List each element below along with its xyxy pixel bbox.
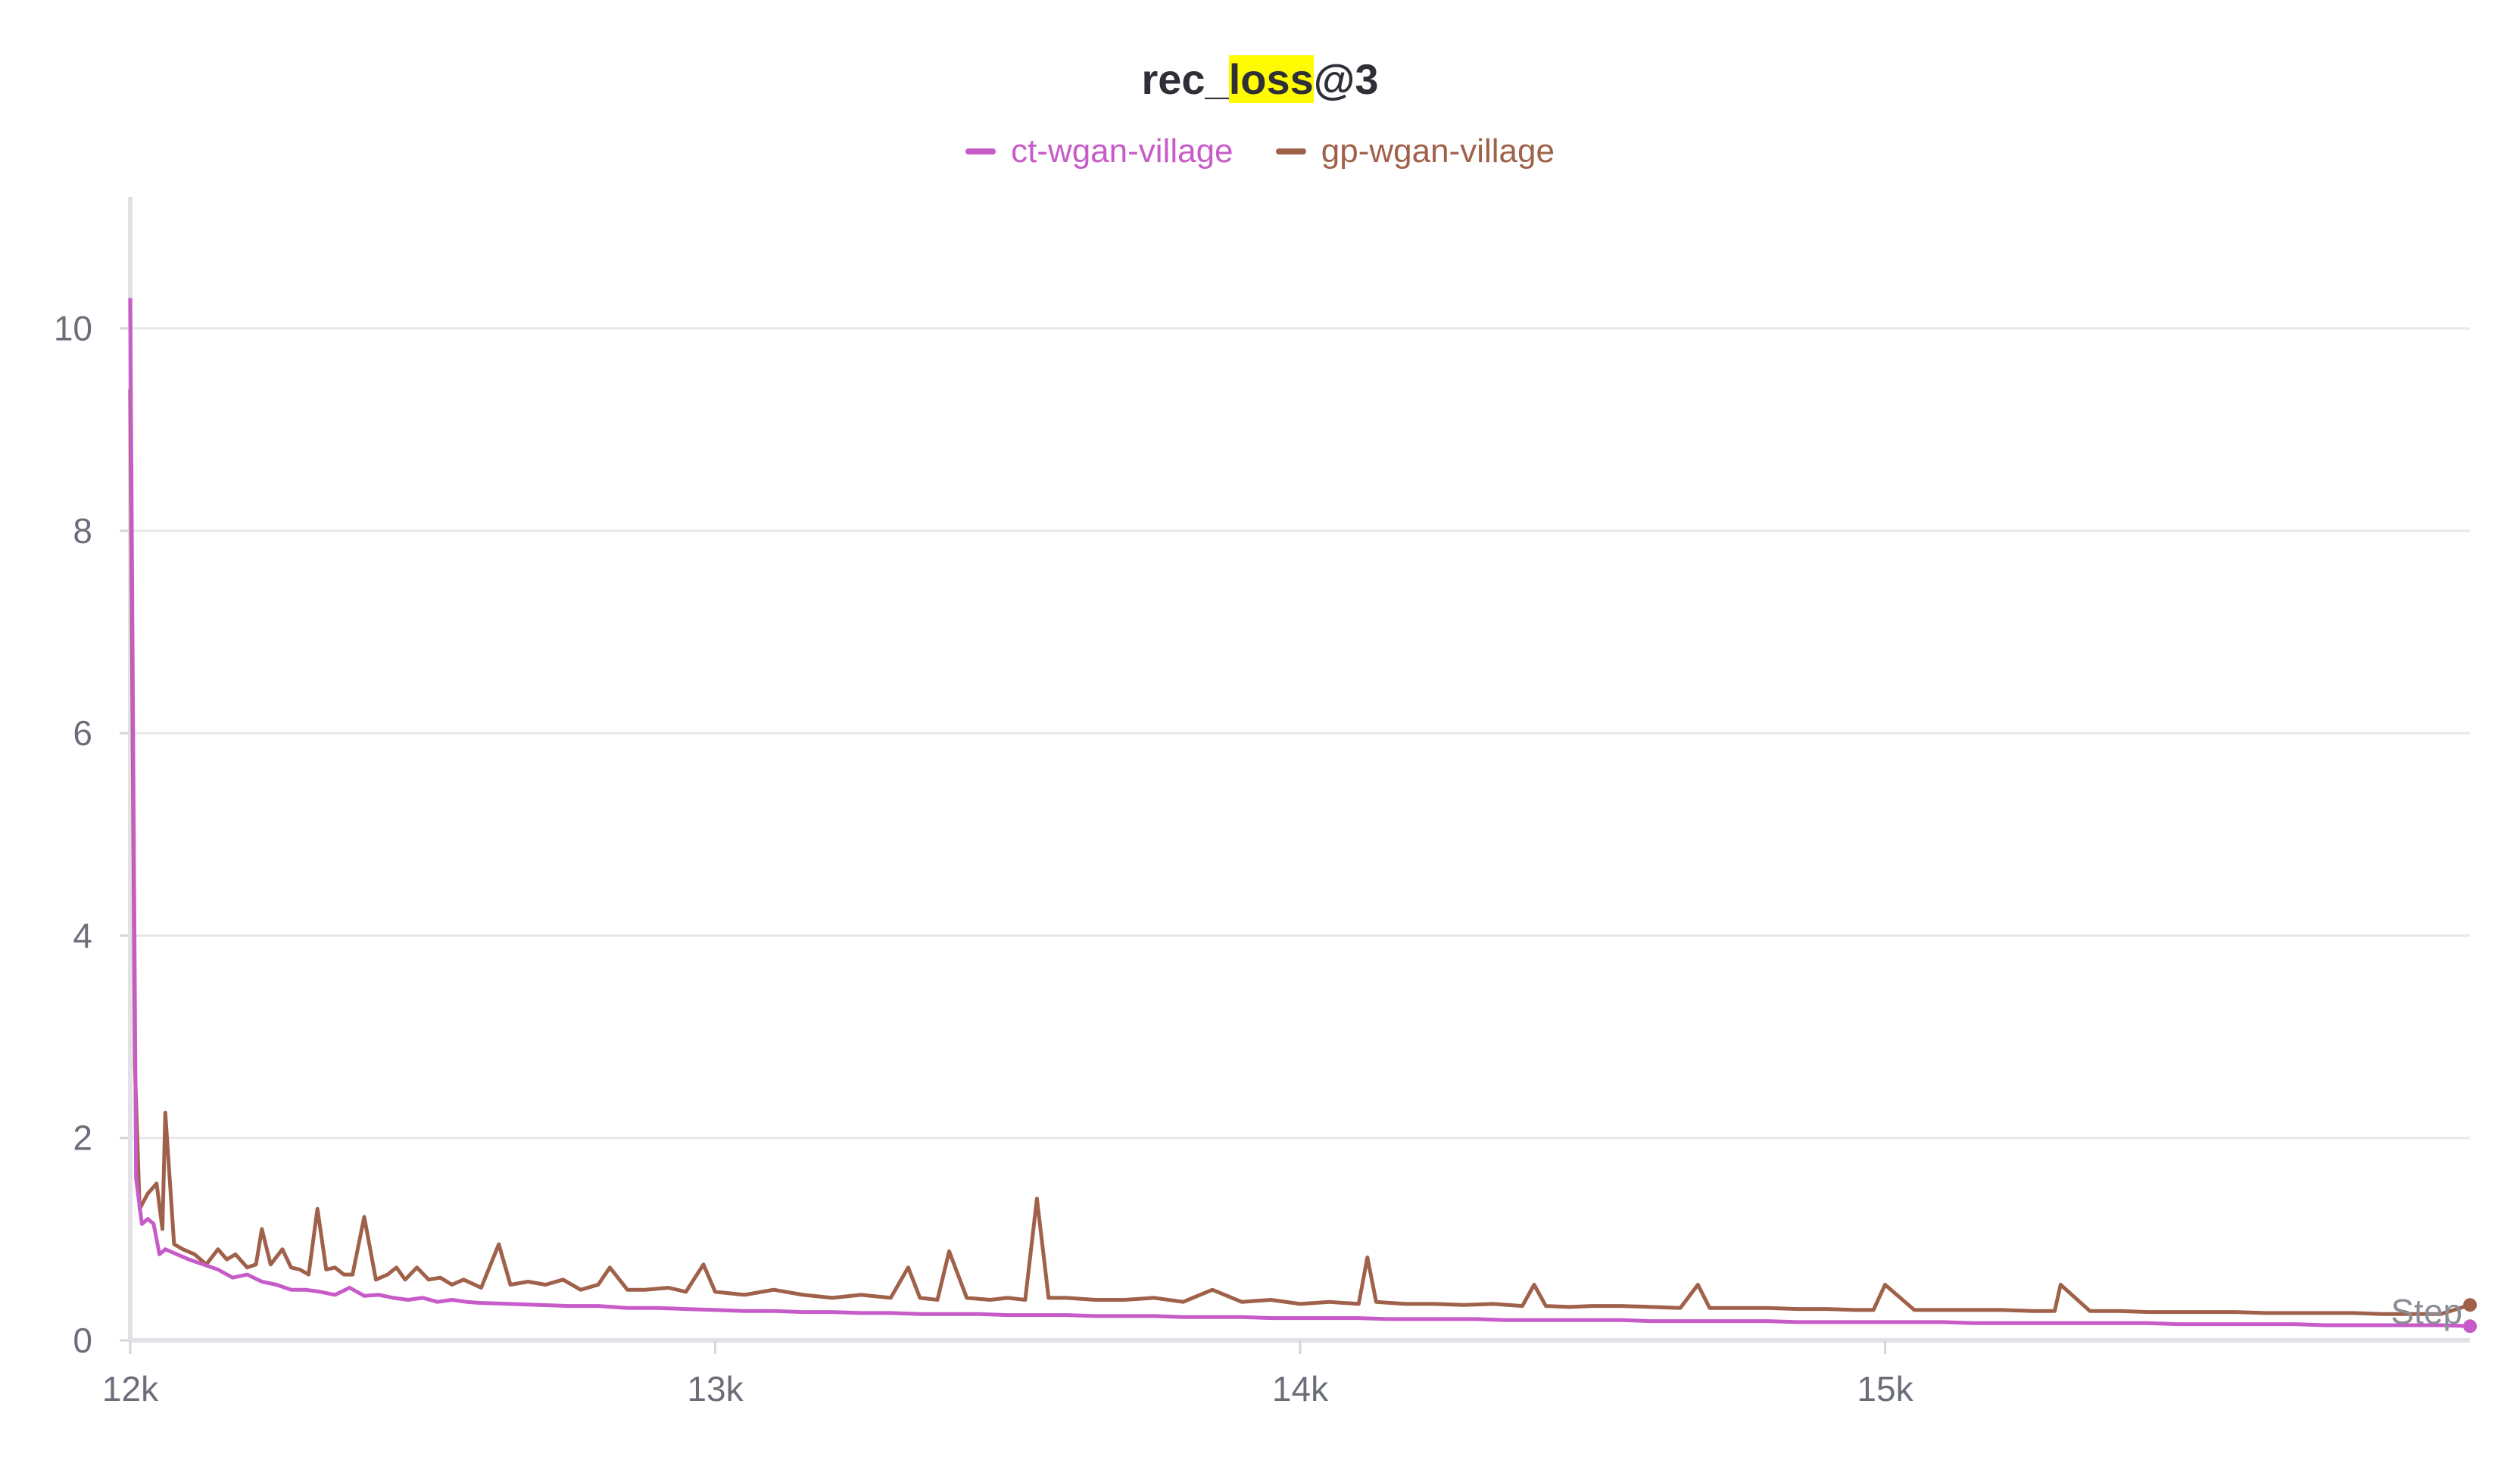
chart-title-highlight: loss: [1228, 55, 1314, 103]
y-tick-label: 8: [73, 511, 92, 551]
series-line-ct-wgan-village[interactable]: [128, 298, 2471, 1328]
x-tick-label: 12k: [102, 1369, 159, 1409]
chart-title-prefix: rec_: [1141, 55, 1229, 103]
x-axis-title: Step: [2391, 1292, 2462, 1331]
series-line-gp-wgan-village[interactable]: [128, 388, 2471, 1316]
chart-title-suffix: @3: [1313, 55, 1379, 103]
series-end-point-gp-wgan-village[interactable]: [2463, 1298, 2477, 1312]
series-end-point-ct-wgan-village[interactable]: [2463, 1319, 2477, 1334]
legend-item-ct-wgan-village[interactable]: ct-wgan-village: [965, 133, 1233, 170]
legend-swatch-ct-wgan-village: [965, 148, 996, 154]
y-tick-label: 10: [54, 309, 92, 348]
y-tick-label: 4: [73, 916, 92, 955]
legend-label-gp-wgan-village: gp-wgan-village: [1321, 133, 1555, 170]
chart-legend: ct-wgan-village gp-wgan-village: [0, 125, 2520, 170]
x-tick-label: 14k: [1272, 1369, 1329, 1409]
y-tick-label: 0: [73, 1321, 92, 1360]
x-tick-label: 13k: [687, 1369, 744, 1409]
chart-title: rec_loss@3: [0, 55, 2520, 104]
legend-item-gp-wgan-village[interactable]: gp-wgan-village: [1275, 133, 1555, 170]
y-tick-label: 2: [73, 1118, 92, 1158]
y-tick-label: 6: [73, 713, 92, 753]
x-tick-label: 15k: [1857, 1369, 1913, 1409]
legend-swatch-gp-wgan-village: [1275, 148, 1306, 154]
legend-label-ct-wgan-village: ct-wgan-village: [1011, 133, 1233, 170]
